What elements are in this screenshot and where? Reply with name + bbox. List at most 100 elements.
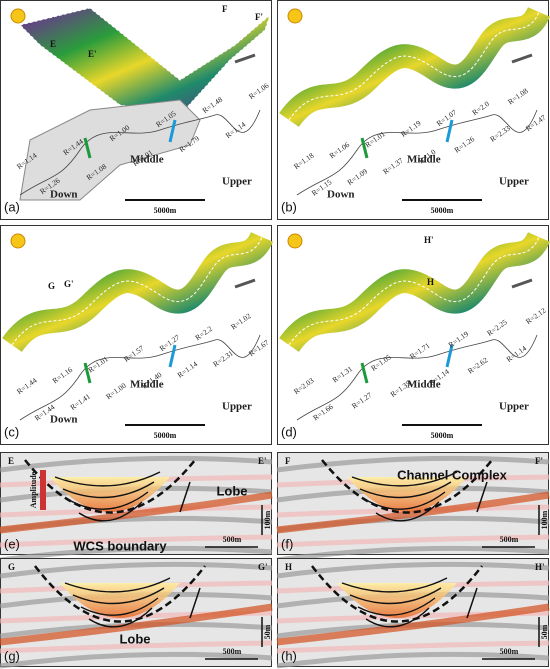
internal-surface [367, 491, 446, 510]
zone-label: Down [50, 414, 78, 426]
erosion-boundary [34, 565, 206, 623]
channel-body [19, 7, 272, 116]
reflector [0, 545, 273, 563]
map-panel: R=1.18R=1.15R=1.06R=1.09R=1.01R=1.37R=1.… [277, 0, 550, 220]
reflector [0, 455, 273, 473]
map-panel: R=2.03R=1.66R=1.31R=1.27R=1.05R=1.35R=1.… [277, 225, 550, 445]
reflector [0, 651, 273, 669]
section-end: G [8, 562, 15, 572]
migration-arrow [189, 587, 201, 619]
section-end: G' [258, 562, 268, 572]
panel-tag: (e) [4, 536, 20, 551]
reflector [276, 545, 550, 563]
panel-tag: (h) [281, 648, 297, 663]
internal-surface [375, 501, 440, 522]
reflector [0, 640, 273, 654]
zone-divider-upper [445, 344, 454, 368]
internal-surface [78, 501, 143, 522]
zone-label: Middle [407, 379, 441, 391]
section-end: H [285, 562, 292, 572]
compass-icon [10, 233, 26, 249]
section-label: WCS boundary [73, 538, 167, 553]
colorbar-label: Amplitude [29, 471, 38, 508]
lobe-reflector [276, 603, 550, 646]
internal-surface [359, 481, 452, 499]
hscale-label: 500m [223, 647, 242, 656]
scale-label: 5000m [431, 431, 454, 440]
internal-surface [70, 491, 149, 510]
compass-icon [287, 233, 303, 249]
zone-label: Upper [499, 401, 529, 413]
section-panel: F F' Channel Complex 100m 500m (f) [276, 452, 550, 563]
section-label: Channel Complex [397, 467, 508, 482]
zone-divider-down [360, 137, 369, 159]
internal-surface [80, 597, 159, 616]
vscale-label: 50m [263, 624, 272, 639]
scale-label: 5000m [154, 431, 177, 440]
section-end: E' [258, 456, 267, 466]
channel-centerline [288, 11, 540, 121]
internal-surface [365, 607, 430, 628]
migration-arrow [466, 587, 478, 619]
panel-tag: (a) [4, 199, 20, 214]
section-panel: H H' 50m 500m (h) [276, 558, 550, 669]
radius-curve [19, 334, 261, 421]
zone-divider-upper [168, 344, 177, 368]
radius-curve [19, 109, 261, 196]
reflector [0, 561, 273, 579]
lobe-reflector [0, 603, 273, 646]
section-end: F' [535, 456, 543, 466]
panel-tag: (d) [281, 424, 297, 439]
section-end: H' [535, 562, 545, 572]
reflector [276, 561, 550, 579]
internal-surface [357, 597, 436, 616]
section-label: Lobe [216, 483, 247, 498]
flow-arrow [234, 53, 256, 64]
channel-centerline [288, 236, 540, 346]
section-panel: G G' Lobe 50m 500m (g) [0, 558, 273, 669]
reflector [276, 534, 550, 548]
internal-surface [62, 481, 155, 499]
panel-tag: (g) [4, 648, 20, 663]
panel-tag: (f) [281, 536, 293, 551]
hscale-label: 500m [223, 535, 242, 544]
compass-icon [287, 8, 303, 24]
flow-arrow [511, 53, 533, 64]
zone-label: Middle [130, 154, 164, 166]
zone-label: Middle [130, 379, 164, 391]
zone-label: Upper [499, 176, 529, 188]
point-label: G [48, 281, 55, 291]
lobe-reflector [276, 491, 550, 534]
vscale-label: 100m [540, 510, 549, 529]
point-label: F [222, 4, 228, 14]
hscale-label: 500m [500, 535, 519, 544]
scale-label: 5000m [431, 206, 454, 215]
migration-arrow [476, 481, 488, 513]
compass-icon [10, 8, 26, 24]
section-label: Lobe [119, 631, 150, 646]
radius-curve [296, 334, 538, 421]
erosion-boundary [311, 565, 483, 623]
zone-divider-upper [445, 119, 454, 143]
zone-label: Down [50, 189, 78, 201]
point-label: G' [64, 279, 74, 289]
reflector [276, 455, 550, 473]
flow-arrow [511, 278, 533, 289]
point-label: H' [424, 235, 434, 245]
zone-label: Upper [222, 176, 252, 188]
internal-surface [54, 471, 161, 487]
zone-label: Down [327, 189, 355, 201]
zone-label: Middle [407, 154, 441, 166]
section-end: F [285, 456, 291, 466]
channel-centerline [11, 236, 263, 346]
hscale-label: 500m [500, 647, 519, 656]
vscale-label: 100m [263, 510, 272, 529]
zone-divider-down [83, 362, 92, 384]
scale-label: 5000m [154, 206, 177, 215]
outline-area [19, 99, 201, 201]
internal-surface [349, 587, 442, 605]
panel-tag: (b) [281, 199, 297, 214]
migration-arrow [179, 481, 191, 513]
internal-surface [351, 471, 458, 487]
